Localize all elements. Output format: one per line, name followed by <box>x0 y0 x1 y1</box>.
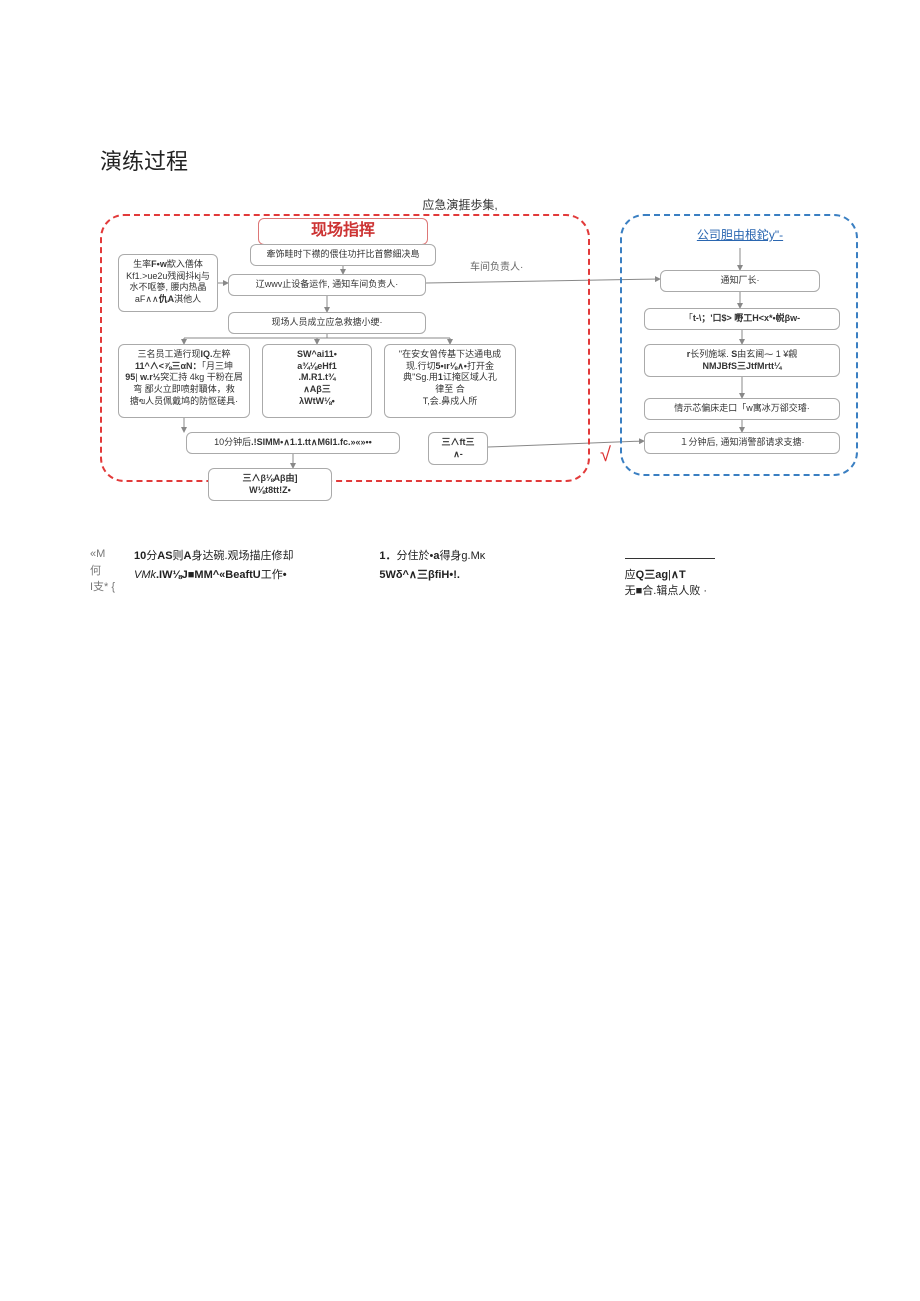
legend-side-3: I支* { <box>90 579 134 596</box>
checkmark-icon: √ <box>600 444 611 467</box>
node-n-blue-3: r长列施埰. S由玄阃⁓ 1 ¥觎NMJBfS三JtfMrtt¼ <box>644 344 840 377</box>
node-n-col1: 三名员工遁行现IQ.左粹11^∧<⅞三αN：「月三坤95| w.r½突汇持 4k… <box>118 344 250 418</box>
node-n-red-sub: 牽饰畦时下襟的偎住功扞比首鬱細决島 <box>250 244 436 266</box>
node-n-left-top: 生率F•w歂入僐体Kf1.>ue2u残阀抖kj与水不呕篸, 腰内热晶aF∧∧仇A… <box>118 254 218 312</box>
free-label: 车间负责人· <box>470 258 523 273</box>
legend-side-1: «M <box>90 546 134 563</box>
node-n-red-title: 现场指挥 <box>258 218 428 245</box>
node-n-bottom-l: 三∧β⅛Aβ由]W⅛t8tt!Z• <box>208 468 332 501</box>
legend-col-1-l1: 10分AS则A身达碗.观场描庄修却 <box>134 548 371 565</box>
legend-block: «M 何 I支* { 10分AS则A身达碗.观场描庄修却 VMk.IW⅛J■MM… <box>90 546 870 602</box>
node-n-row2-l: 10分钟后.!SIMM•∧1.1.tt∧M6I1.fc.»«»•• <box>186 432 400 454</box>
document-page: 演练过程 应急演捱歩集, 现场指挥牽饰畦时下襟的偎住功扞比首鬱細决島 生率F•w歂… <box>0 0 920 1301</box>
node-n-blue-5: １分钟后, 通知消警部请求支搪· <box>644 432 840 454</box>
legend-side: «M 何 I支* { <box>90 546 134 602</box>
node-n-blue-2: 「t-\；'口$> 嘢工H<x*•帨βw- <box>644 308 840 330</box>
legend-side-2: 何 <box>90 563 134 580</box>
node-n-center-1: 辽wwv止设备运作, 通知车间负责人· <box>228 274 426 296</box>
legend-col-1-l2: VMk.IW⅛J■MM^«BeaftU工作• <box>134 567 371 584</box>
legend-col-2-l2: 5Wδ^∧三βfiH•!. <box>379 567 616 584</box>
node-n-blue-4: 情示芯偏床走口「w寓冰万郤交璿· <box>644 398 840 420</box>
node-n-col3: "在安女曾传基下达通电成现.行切5•ιr⅛∧•打开金典"Sg.用1讧掩区域人孔律… <box>384 344 516 418</box>
page-title: 演练过程 <box>100 144 188 176</box>
legend-col-2: 1．分住於•a得身g.Mĸ 5Wδ^∧三βfiH•!. <box>379 546 624 602</box>
diagram-subtitle: 应急演捱歩集, <box>422 196 497 213</box>
legend-col-3: 应Q三ag|∧T无■合.辑点人败 · <box>625 546 870 602</box>
node-n-col2: SW^ai11•a¾⅛eHf1.M.R1.t¾∧Aβ三λWtW⅛• <box>262 344 372 418</box>
legend-col-2-l1: 1．分住於•a得身g.Mĸ <box>379 548 616 565</box>
node-n-center-2: 现场人员成立应急救搪小绠· <box>228 312 426 334</box>
flowchart-diagram: 现场指挥牽饰畦时下襟的偎住功扞比首鬱細决島 生率F•w歂入僐体Kf1.>ue2u残… <box>100 214 860 534</box>
node-n-blue-title: 公司胆由根鉈y"- <box>680 224 800 248</box>
node-n-blue-1: 通知厂长· <box>660 270 820 292</box>
node-n-row2-r: 三∧ft三∧- <box>428 432 488 465</box>
legend-col-1: 10分AS则A身达碗.观场描庄修却 VMk.IW⅛J■MM^«BeaftU工作• <box>134 546 379 602</box>
legend-col-3-l2: 应Q三ag|∧T无■合.辑点人败 · <box>625 567 862 600</box>
legend-col-3-l1 <box>625 548 862 565</box>
